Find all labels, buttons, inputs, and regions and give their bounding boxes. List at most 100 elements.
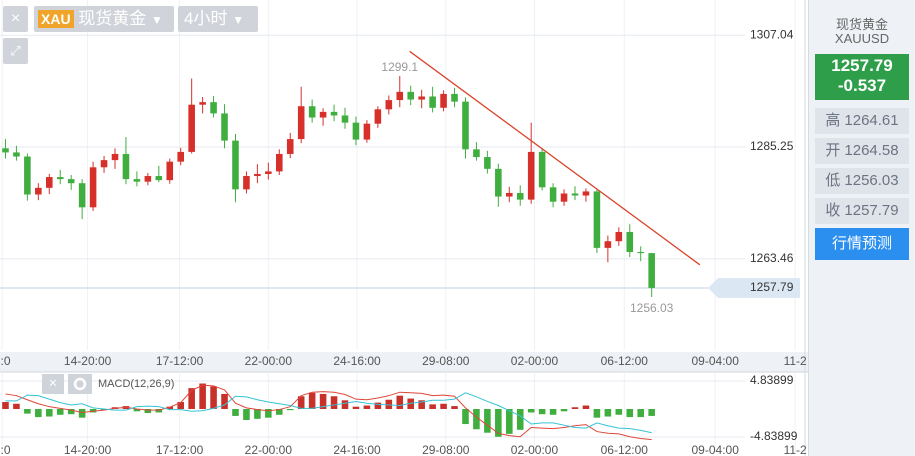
- macd-bar: [462, 408, 469, 425]
- candle-body: [166, 161, 174, 181]
- macd-bar: [560, 408, 568, 412]
- macd-bar: [363, 405, 371, 409]
- extreme-label: 1299.1: [381, 60, 418, 74]
- candle-body: [484, 157, 491, 169]
- macd-bar: [24, 408, 31, 414]
- macd-bar: [221, 393, 228, 409]
- macd-bar: [297, 396, 305, 409]
- macd-bar: [593, 408, 601, 418]
- indicator-close-button[interactable]: [42, 374, 64, 394]
- candle-body: [319, 111, 327, 118]
- macd-bar: [549, 408, 557, 415]
- candle-body: [495, 168, 502, 197]
- macd-bar: [89, 408, 97, 413]
- macd-bar: [254, 408, 261, 419]
- candle-body: [473, 149, 480, 158]
- close-button[interactable]: ×: [3, 6, 28, 32]
- macd-bar: [615, 408, 623, 415]
- macd-bar: [637, 408, 644, 418]
- x-tick-label: 06-12:00: [601, 354, 649, 368]
- macd-bar: [78, 408, 86, 418]
- trendline: [409, 50, 701, 266]
- period-dropdown[interactable]: 4小时 ▼: [178, 6, 258, 32]
- candle-body: [67, 179, 75, 184]
- x-tick-label: 17-12:00: [156, 354, 204, 368]
- macd-bar: [626, 408, 634, 418]
- quote-row: 开 1264.58: [815, 138, 909, 164]
- candle-body: [46, 177, 53, 188]
- candle-body: [462, 101, 469, 150]
- x-tick-label: 02-00:00: [511, 354, 559, 368]
- quote-row-value: 1264.61: [844, 112, 899, 129]
- candle-body: [13, 152, 20, 157]
- candle-body: [440, 93, 447, 108]
- macd-bar: [440, 403, 447, 409]
- candle-body: [297, 106, 305, 140]
- macd-bar: [571, 407, 579, 409]
- candle-body: [637, 251, 644, 254]
- x-tick-label: 14-20:00: [64, 443, 112, 456]
- macd-bar: [451, 406, 458, 409]
- quote-code: XAUUSD: [834, 31, 890, 46]
- quote-row-value: 1257.79: [844, 202, 899, 219]
- x-tick-label: 22-00:00: [245, 443, 293, 456]
- candle-body: [122, 153, 130, 180]
- macd-bar: [144, 408, 152, 414]
- candle-body: [276, 153, 283, 172]
- symbol-name: 现货黄金: [78, 9, 147, 28]
- macd-bar: [2, 402, 9, 409]
- x-tick-label: 29-08:00: [422, 443, 470, 456]
- x-tick-label: 17-12:00: [156, 443, 204, 456]
- candle-body: [626, 231, 634, 252]
- gear-icon: [73, 377, 87, 391]
- quote-change: -0.537: [837, 76, 887, 95]
- candle-body: [593, 191, 601, 248]
- macd-bar: [155, 408, 163, 413]
- quote-row-value: 1256.03: [844, 172, 899, 189]
- forecast-button[interactable]: 行情预测: [815, 228, 909, 260]
- candle-body: [308, 106, 316, 118]
- candle-body: [330, 111, 338, 116]
- quote-row: 低 1256.03: [815, 168, 909, 194]
- symbol-dropdown[interactable]: XAU 现货黄金 ▼: [34, 6, 174, 32]
- quote-name: 现货黄金: [835, 17, 888, 32]
- candle-body: [144, 176, 152, 182]
- candle-body: [648, 253, 655, 288]
- candle-body: [35, 187, 42, 195]
- quote-row: 收 1257.79: [815, 198, 909, 224]
- x-tick-label: 29-08:00: [422, 354, 470, 368]
- candle-body: [177, 151, 184, 162]
- macd-bar: [67, 408, 75, 415]
- macd-bar: [232, 408, 239, 416]
- candle-body: [188, 104, 195, 152]
- macd-bar: [199, 383, 206, 409]
- macd-bar: [604, 408, 612, 417]
- candle-body: [560, 193, 568, 202]
- indicator-title: MACD(12,26,9): [98, 378, 174, 390]
- candle-body: [407, 91, 414, 100]
- x-tick-label: 06-12:00: [601, 443, 649, 456]
- macd-bar: [418, 400, 425, 409]
- candle-body: [516, 192, 524, 200]
- macd-bar: [286, 408, 294, 411]
- candle-body: [352, 122, 360, 140]
- quote-price-box: 1257.79 -0.537: [815, 54, 909, 100]
- dropdown-arrow: ▼: [151, 13, 163, 27]
- indicator-settings-button[interactable]: [68, 374, 92, 394]
- quote-row-label: 开: [825, 142, 841, 159]
- x-tick-label: 09-04:00: [692, 443, 740, 456]
- macd-bar: [188, 388, 195, 409]
- candle-body: [571, 193, 579, 196]
- x-tick-label: 24-16:00: [333, 354, 381, 368]
- candle-body: [429, 96, 436, 108]
- macd-line: [5, 384, 652, 441]
- macd-bar: [35, 408, 42, 418]
- candle-body: [210, 102, 217, 114]
- expand-button[interactable]: ⤢: [3, 38, 28, 64]
- macd-bar: [166, 406, 174, 409]
- quote-row-label: 收: [825, 202, 841, 219]
- quote-row-label: 低: [825, 172, 841, 189]
- macd-bar: [374, 402, 382, 409]
- candle-body: [451, 93, 458, 102]
